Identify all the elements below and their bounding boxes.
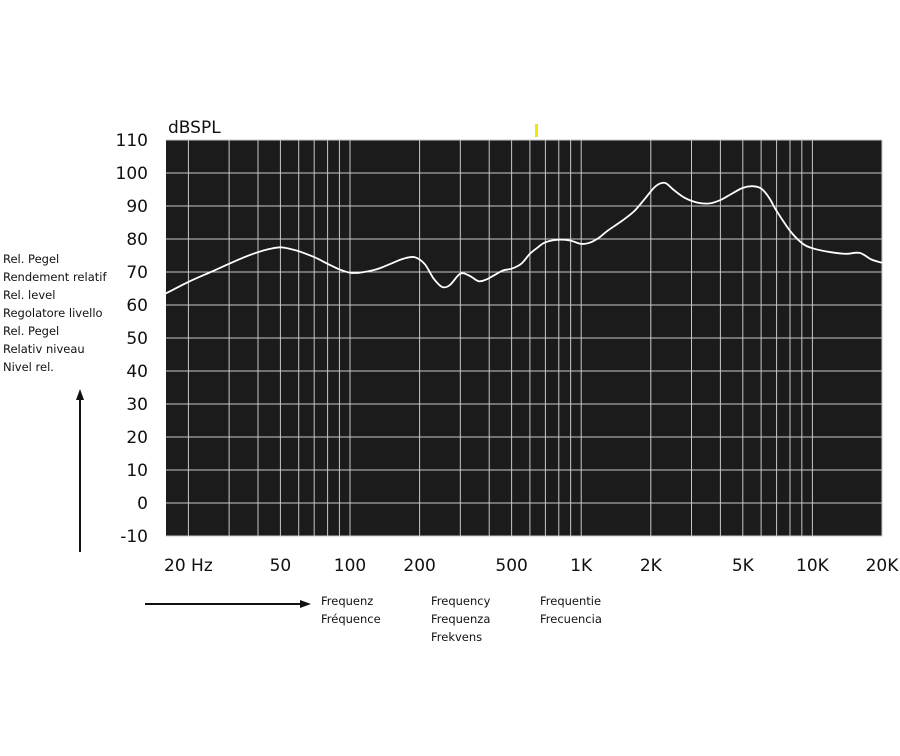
y-axis-label-line: Rel. Pegel	[3, 324, 60, 338]
x-tick-label: 10K	[796, 556, 830, 576]
x-tick-label: 500	[495, 556, 527, 576]
x-axis-label-group: Frequenz Fréquence	[321, 592, 381, 628]
yellow-marker	[535, 124, 538, 137]
y-tick-label: 0	[137, 494, 148, 514]
y-tick-label: 20	[126, 428, 148, 448]
y-axis-label: Rel. Pegel Rendement relatif Rel. level …	[3, 250, 153, 376]
x-axis-label-line: Fréquence	[321, 612, 381, 626]
grid-lines	[166, 139, 883, 537]
x-axis-label-line: Frequenza	[431, 612, 491, 626]
y-tick-label: 40	[126, 362, 148, 382]
x-tick-label: 20K	[866, 556, 900, 576]
y-tick-label: -10	[120, 527, 148, 547]
series-line	[165, 181, 883, 295]
y-tick-label: 90	[126, 197, 148, 217]
axis-arrows	[76, 389, 311, 608]
y-tick-label: 10	[126, 461, 148, 481]
x-axis-label-group: Frequentie Frecuencia	[540, 592, 602, 628]
x-tick-label: 100	[334, 556, 366, 576]
y-tick-label: 60	[126, 296, 148, 316]
y-axis-label-line: Rel. Pegel	[3, 252, 60, 266]
x-tick-label: 2K	[640, 556, 663, 576]
x-axis-arrow-head	[300, 600, 311, 608]
x-axis-label-line: Frekvens	[431, 630, 483, 644]
y-tick-label: 100	[116, 164, 148, 184]
y-axis-label-line: Rel. level	[3, 288, 56, 302]
y-tick-label: 80	[126, 230, 148, 250]
y-axis-label-line: Nivel rel.	[3, 360, 54, 374]
unit-label: dBSPL	[168, 118, 221, 138]
y-tick-label: 70	[126, 263, 148, 283]
y-axis-label-line: Regolatore livello	[3, 306, 103, 320]
y-axis-label-line: Rendement relatif	[3, 270, 107, 284]
x-tick-label: 20 Hz	[164, 556, 213, 576]
y-axis-label-line: Relativ niveau	[3, 342, 85, 356]
y-tick-label: 50	[126, 329, 148, 349]
x-tick-label: 50	[270, 556, 292, 576]
x-tick-label: 5K	[732, 556, 755, 576]
x-tick-label: 1K	[570, 556, 593, 576]
y-tick-label: 110	[116, 131, 148, 151]
x-axis-label-line: Frequenz	[321, 594, 374, 608]
y-axis-arrow-head	[76, 389, 84, 400]
y-tick-label: 30	[126, 395, 148, 415]
x-axis-label-line: Frequentie	[540, 594, 602, 608]
x-tick-label: 200	[403, 556, 435, 576]
x-axis-label-line: Frequency	[431, 594, 491, 608]
x-axis-label-group: Frequency Frequenza Frekvens	[431, 592, 490, 646]
series-layer	[165, 181, 883, 295]
x-axis-label-line: Frecuencia	[540, 612, 602, 626]
